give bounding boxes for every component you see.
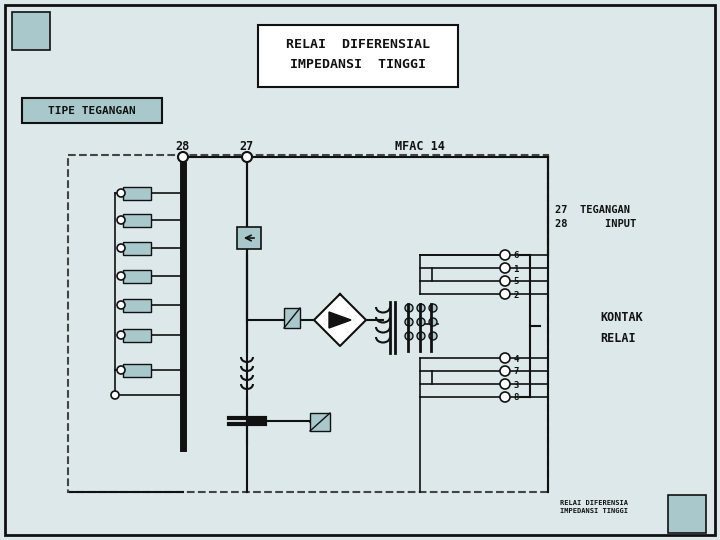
Text: 4: 4 [513,354,518,363]
Text: 2: 2 [513,291,518,300]
Circle shape [117,189,125,197]
Text: 7: 7 [513,368,518,376]
Circle shape [500,353,510,363]
Text: 28: 28 [176,139,190,152]
FancyBboxPatch shape [123,214,151,227]
Text: TIPE TEGANGAN: TIPE TEGANGAN [48,106,136,116]
FancyBboxPatch shape [284,308,300,328]
Circle shape [117,301,125,309]
Circle shape [417,332,425,340]
FancyBboxPatch shape [668,495,706,533]
FancyBboxPatch shape [12,12,50,50]
Circle shape [117,272,125,280]
FancyBboxPatch shape [5,5,715,535]
FancyBboxPatch shape [123,242,151,255]
FancyBboxPatch shape [22,98,162,123]
FancyBboxPatch shape [123,364,151,377]
Circle shape [500,250,510,260]
FancyBboxPatch shape [123,270,151,283]
Circle shape [429,304,437,312]
Text: 27: 27 [240,139,254,152]
Circle shape [500,366,510,376]
Circle shape [500,379,510,389]
Text: 5: 5 [513,278,518,287]
FancyBboxPatch shape [123,187,151,200]
Text: RELAI  DIFERENSIAL: RELAI DIFERENSIAL [286,38,430,51]
Text: RELAI DIFERENSIA
IMPEDANSI TINGGI: RELAI DIFERENSIA IMPEDANSI TINGGI [560,500,628,514]
Circle shape [405,318,413,326]
Circle shape [117,366,125,374]
Circle shape [429,332,437,340]
FancyBboxPatch shape [123,299,151,312]
Text: 28      INPUT: 28 INPUT [555,219,636,229]
Circle shape [417,304,425,312]
FancyBboxPatch shape [123,329,151,342]
Text: 27  TEGANGAN: 27 TEGANGAN [555,205,630,215]
Polygon shape [329,312,351,328]
Circle shape [500,289,510,299]
Circle shape [117,331,125,339]
Text: KONTAK
RELAI: KONTAK RELAI [600,311,643,345]
Circle shape [405,304,413,312]
Text: 1: 1 [513,265,518,273]
FancyBboxPatch shape [237,227,261,249]
FancyBboxPatch shape [310,413,330,431]
Text: 8: 8 [513,394,518,402]
Text: IMPEDANSI  TINGGI: IMPEDANSI TINGGI [290,58,426,71]
Text: 3: 3 [513,381,518,389]
Circle shape [417,318,425,326]
Circle shape [429,318,437,326]
Circle shape [500,276,510,286]
Circle shape [242,152,252,162]
Circle shape [111,391,119,399]
Circle shape [178,152,188,162]
Circle shape [405,332,413,340]
Circle shape [117,244,125,252]
Circle shape [117,216,125,224]
Text: 6: 6 [513,252,518,260]
Circle shape [500,392,510,402]
FancyBboxPatch shape [258,25,458,87]
Text: MFAC 14: MFAC 14 [395,139,445,152]
Polygon shape [314,294,366,346]
Circle shape [500,263,510,273]
